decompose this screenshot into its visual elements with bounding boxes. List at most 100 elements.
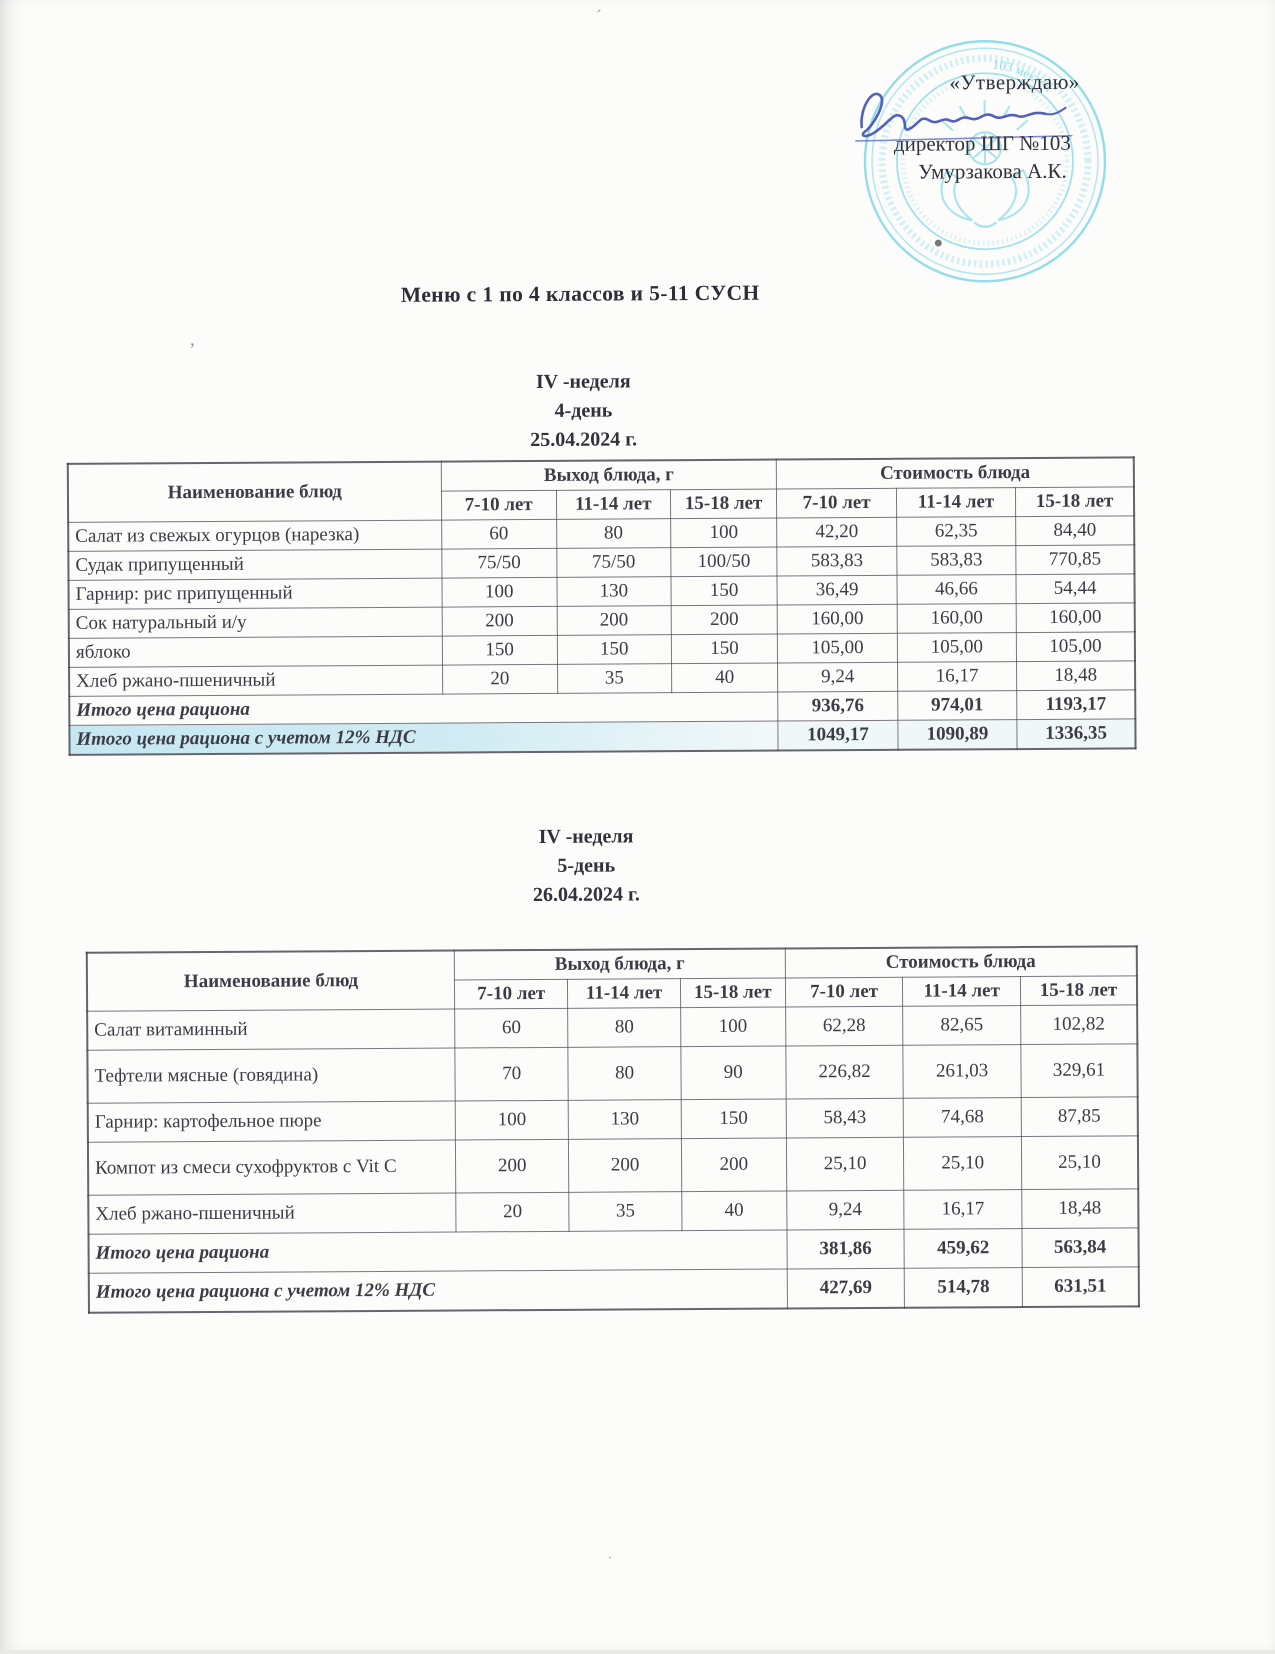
col-header-age: 11-14 лет [896,487,1016,518]
dish-name-cell: Хлеб ржано-пшеничный [69,665,443,697]
cost-cell: 160,00 [777,604,898,635]
cost-cell: 87,85 [1021,1096,1138,1137]
scan-artifact: ´ [596,6,602,26]
dish-name-cell: яблоко [68,636,443,668]
col-header-age: 7-10 лет [441,490,557,521]
weight-cell: 200 [441,606,558,637]
col-header-output: Выход блюда, г [440,459,777,492]
total-label-cell: Итого цена рациона [69,692,779,726]
cost-cell: 16,17 [897,661,1017,692]
col-header-age: 15-18 лет [1015,486,1135,517]
col-header-age: 15-18 лет [1020,975,1138,1006]
cost-cell: 770,85 [1015,544,1135,575]
dish-name-cell: Салат витаминный [87,1009,455,1051]
weight-cell: 150 [441,635,558,666]
weight-cell: 200 [455,1139,570,1194]
cost-cell: 18,48 [1016,660,1136,691]
weight-cell: 35 [557,663,672,694]
col-header-age: 15-18 лет [680,977,786,1008]
school-round-stamp-icon: 103 мектеп [863,40,1107,283]
director-signature-icon [855,92,1073,142]
cost-cell: 46,66 [896,574,1017,605]
dish-name-cell: Хлеб ржано-пшеничный [88,1193,456,1235]
cost-cell: 25,10 [1021,1135,1139,1190]
dish-name-cell: Тефтели мясные (говядина) [87,1048,456,1104]
weight-cell: 100 [680,1006,786,1047]
section-1-heading: IV -неделя 4-день 25.04.2024 г. [0,364,1169,458]
col-header-age: 11-14 лет [567,978,681,1009]
total-row: Итого цена рациона с учетом 12% НДС 427,6… [88,1266,1139,1313]
col-header-age: 11-14 лет [556,489,671,520]
cost-cell: 18,48 [1021,1188,1139,1229]
weight-cell: 200 [556,605,672,636]
cost-cell: 160,00 [896,603,1017,634]
total-value-cell: 974,01 [897,690,1018,721]
cost-cell: 36,49 [777,575,897,606]
weight-cell: 100 [455,1100,569,1141]
total-value-cell: 1336,35 [1017,718,1136,750]
weight-cell: 200 [568,1138,682,1193]
cost-cell: 105,00 [1016,631,1136,662]
weight-cell: 40 [671,663,779,693]
cost-cell: 62,28 [785,1006,904,1046]
dish-row: Салат витаминный 60 80 100 62,28 82,65 102,82 [87,1004,1138,1051]
cost-cell: 25,10 [903,1136,1022,1191]
total-label-cell: Итого цена рациона [88,1229,787,1274]
menu-table-day5: Наименование блюд Выход блюда, г Стоимос… [85,945,1140,1314]
cost-cell: 105,00 [897,632,1017,663]
total-row: Итого цена рациона с учетом 12% НДС 1049,… [69,718,1136,755]
weight-cell: 35 [569,1191,682,1232]
scan-artifact: , [189,329,195,350]
dish-row: Гарнир: картофельное пюре 100 130 150 58,43 7… [87,1096,1138,1143]
director-title: директор ШГ №103 [893,130,1071,156]
cost-cell: 226,82 [785,1045,904,1099]
weight-cell: 150 [670,576,778,606]
total-value-cell: 427,69 [786,1268,905,1309]
col-header-age: 15-18 лет [670,489,778,519]
weight-cell: 60 [441,519,557,550]
cost-cell: 105,00 [777,633,898,664]
cost-cell: 84,40 [1015,515,1135,546]
cost-cell: 9,24 [786,1190,905,1230]
weight-cell: 75/50 [441,548,557,579]
cost-cell: 82,65 [902,1005,1021,1046]
menu-table-day4: Наименование блюд Выход блюда, г Стоимос… [66,456,1137,756]
weight-cell: 40 [681,1190,787,1231]
cost-cell: 583,83 [896,545,1017,576]
cost-cell: 54,44 [1016,573,1135,604]
weight-cell: 150 [680,1098,787,1139]
total-value-cell: 631,51 [1022,1266,1139,1308]
weight-cell: 200 [681,1137,787,1192]
cost-cell: 16,17 [904,1189,1022,1230]
weight-cell: 70 [454,1047,569,1102]
scan-artifact: · [607,1550,613,1567]
weight-cell: 200 [670,605,778,635]
weight-cell: 20 [455,1192,570,1233]
weight-cell: 100 [670,518,778,548]
weight-cell: 80 [568,1046,681,1101]
date-label: 26.04.2024 г. [532,883,640,907]
cost-cell: 102,82 [1020,1004,1138,1045]
cost-cell: 58,43 [785,1098,904,1138]
cost-cell: 160,00 [1016,602,1135,633]
cost-cell: 583,83 [777,546,897,577]
weight-cell: 130 [568,1099,682,1140]
dish-row: Компот из смеси сухофруктов с Vit С 200 20… [87,1135,1139,1196]
total-value-cell: 514,78 [904,1267,1023,1308]
col-header-age: 7-10 лет [785,977,903,1007]
cost-cell: 74,68 [903,1097,1022,1138]
dish-name-cell: Сок натуральный и/у [68,607,442,639]
cost-cell: 329,61 [1020,1043,1138,1098]
total-value-cell: 563,84 [1021,1227,1139,1268]
section-2-heading: IV -неделя 5-день 26.04.2024 г. [1,819,1172,913]
weight-cell: 90 [680,1045,786,1100]
cost-cell: 62,35 [896,516,1016,547]
approval-block: 103 мектеп «Утверждаю» директор ШГ №103 … [841,17,1143,309]
col-header-age: 7-10 лет [454,979,569,1010]
dish-row: Тефтели мясные (говядина) 70 80 90 226,82 261… [87,1043,1138,1104]
weight-cell: 100 [441,577,557,608]
total-value-cell: 381,86 [786,1229,905,1269]
dish-name-cell: Компот из смеси сухофруктов с Vit С [87,1140,456,1196]
